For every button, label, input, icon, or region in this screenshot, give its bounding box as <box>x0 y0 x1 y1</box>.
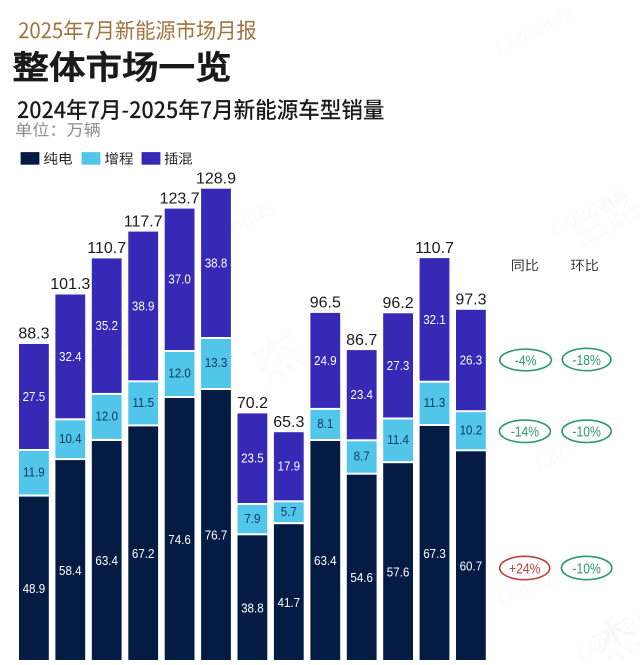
svg-text:54.6: 54.6 <box>350 570 373 585</box>
svg-text:117.7: 117.7 <box>124 213 163 230</box>
svg-text:23.4: 23.4 <box>350 388 373 403</box>
svg-text:32.1: 32.1 <box>423 312 446 327</box>
svg-text:32.4: 32.4 <box>59 349 82 364</box>
svg-text:67.3: 67.3 <box>423 546 446 561</box>
svg-text:86.7: 86.7 <box>346 332 377 349</box>
svg-text:-4%: -4% <box>515 352 537 368</box>
svg-text:+24%: +24% <box>509 560 541 576</box>
svg-text:27.5: 27.5 <box>23 389 46 404</box>
svg-text:65.3: 65.3 <box>273 414 304 431</box>
svg-text:-14%: -14% <box>511 424 539 440</box>
svg-text:11.9: 11.9 <box>23 465 45 480</box>
svg-text:128.9: 128.9 <box>196 170 236 187</box>
svg-text:23.5: 23.5 <box>241 451 264 466</box>
svg-text:35.2: 35.2 <box>95 318 118 333</box>
svg-text:5.7: 5.7 <box>281 504 297 519</box>
svg-text:13.3: 13.3 <box>205 356 228 371</box>
svg-text:96.2: 96.2 <box>383 295 414 312</box>
svg-text:26.3: 26.3 <box>460 353 483 368</box>
svg-text:110.7: 110.7 <box>415 240 454 257</box>
svg-text:7.9: 7.9 <box>244 511 260 526</box>
svg-text:67.2: 67.2 <box>132 546 155 561</box>
svg-text:27.3: 27.3 <box>387 358 410 373</box>
svg-text:8.7: 8.7 <box>354 449 370 464</box>
svg-text:-10%: -10% <box>572 560 600 576</box>
svg-text:-10%: -10% <box>572 424 600 440</box>
svg-text:24.9: 24.9 <box>314 353 337 368</box>
svg-text:17.9: 17.9 <box>278 459 301 474</box>
svg-text:88.3: 88.3 <box>18 326 49 343</box>
svg-text:11.3: 11.3 <box>424 395 446 410</box>
svg-text:37.0: 37.0 <box>168 272 191 287</box>
svg-text:48.9: 48.9 <box>23 581 46 596</box>
svg-text:96.5: 96.5 <box>310 295 341 312</box>
svg-text:38.8: 38.8 <box>205 256 228 271</box>
svg-text:41.7: 41.7 <box>278 595 301 610</box>
svg-text:63.4: 63.4 <box>95 554 118 569</box>
svg-text:97.3: 97.3 <box>455 292 486 309</box>
svg-text:12.0: 12.0 <box>95 409 118 424</box>
svg-text:58.4: 58.4 <box>59 563 82 578</box>
svg-text:12.0: 12.0 <box>168 366 191 381</box>
svg-text:38.8: 38.8 <box>241 601 264 616</box>
svg-text:11.4: 11.4 <box>387 432 409 447</box>
svg-text:63.4: 63.4 <box>314 554 337 569</box>
svg-text:10.2: 10.2 <box>460 423 483 438</box>
svg-text:123.7: 123.7 <box>160 190 200 207</box>
svg-text:8.1: 8.1 <box>317 416 333 431</box>
svg-text:57.6: 57.6 <box>387 565 410 580</box>
svg-text:38.9: 38.9 <box>132 299 155 314</box>
svg-text:60.7: 60.7 <box>460 559 483 574</box>
svg-text:-18%: -18% <box>572 352 600 368</box>
svg-text:74.6: 74.6 <box>168 532 191 547</box>
svg-text:10.4: 10.4 <box>59 431 82 446</box>
svg-text:101.3: 101.3 <box>50 276 90 293</box>
svg-text:76.7: 76.7 <box>205 528 228 543</box>
svg-text:110.7: 110.7 <box>87 240 126 257</box>
svg-text:11.5: 11.5 <box>132 395 154 410</box>
svg-text:70.2: 70.2 <box>237 395 268 412</box>
